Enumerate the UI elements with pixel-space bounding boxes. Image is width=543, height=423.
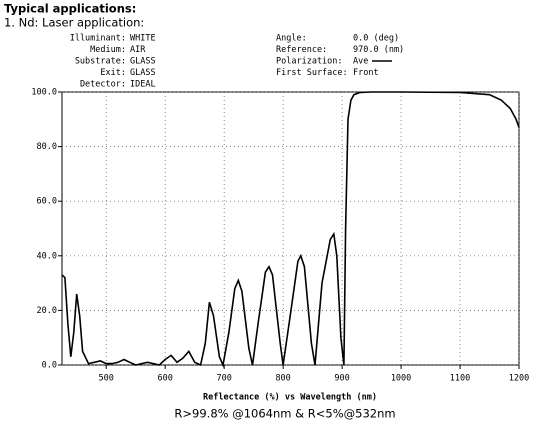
info-value: WHITE xyxy=(130,34,156,44)
plot-frame xyxy=(61,91,520,366)
x-tick-label: 800 xyxy=(275,374,290,384)
x-tick-label: 1200 xyxy=(509,374,529,384)
x-tick-label: 500 xyxy=(99,374,114,384)
info-label: First Surface: xyxy=(276,68,348,78)
caption: R>99.8% @1064nm & R<5%@532nm xyxy=(174,407,395,421)
x-tick-label: 900 xyxy=(334,374,349,384)
x-tick-label: 600 xyxy=(158,374,173,384)
x-tick-label: 700 xyxy=(216,374,231,384)
section-title: Typical applications: xyxy=(4,2,136,16)
info-label: Exit: xyxy=(100,68,126,78)
info-label: Illuminant: xyxy=(70,34,126,44)
info-label: Polarization: xyxy=(276,57,343,67)
info-label: Substrate: xyxy=(75,57,126,67)
info-value: IDEAL xyxy=(130,80,156,90)
info-value: AIR xyxy=(130,45,146,55)
y-tick-label: 100.0 xyxy=(31,88,57,98)
info-value: 970.0 (nm) xyxy=(353,45,404,55)
data-line xyxy=(61,91,520,368)
x-tick-label: 1000 xyxy=(391,374,411,384)
x-axis-label: Reflectance (%) vs Wavelength (nm) xyxy=(203,393,377,403)
info-value: Front xyxy=(353,68,379,78)
x-tick-label: 1100 xyxy=(450,374,470,384)
info-label: Angle: xyxy=(276,34,307,44)
info-label: Detector: xyxy=(80,80,126,90)
info-value: 0.0 (deg) xyxy=(353,34,399,44)
info-value: Ave xyxy=(353,57,368,67)
y-tick-label: 0.0 xyxy=(42,361,57,371)
info-value: GLASS xyxy=(130,68,156,78)
y-tick-label: 20.0 xyxy=(37,306,57,316)
info-label: Reference: xyxy=(276,45,327,55)
info-value: GLASS xyxy=(130,57,156,67)
section-subtitle: 1. Nd: Laser application: xyxy=(4,16,144,30)
y-tick-label: 80.0 xyxy=(37,142,57,152)
y-tick-label: 40.0 xyxy=(37,251,57,261)
info-label: Medium: xyxy=(90,45,126,55)
y-tick-label: 60.0 xyxy=(37,197,57,207)
